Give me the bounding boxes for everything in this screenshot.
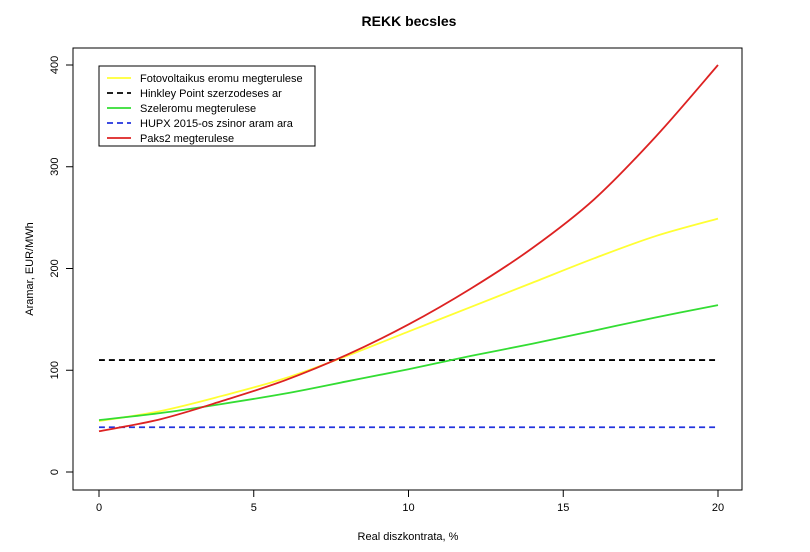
y-tick-label: 200 [49,259,61,277]
y-tick-label: 100 [49,361,61,379]
legend-box [98,65,316,147]
series-line-paks2-megterulese [98,64,719,433]
y-axis: 0 100 200 300 400 [49,56,74,475]
legend: Fotovoltaikus eromu megterulese Hinkley P… [98,65,316,147]
y-axis-label: Aramar, EUR/MWh [24,222,36,316]
x-tick-label: 15 [557,502,569,514]
x-tick-label: 20 [712,502,724,514]
x-tick-label: 10 [402,502,414,514]
legend-label: Hinkley Point szerzodeses ar [140,88,282,100]
y-tick-label: 0 [49,469,61,475]
legend-label: Paks2 megterulese [140,133,234,145]
chart-title: REKK becsles [362,13,457,29]
x-tick-label: 0 [96,502,102,514]
y-tick-label: 300 [49,158,61,176]
series-layer [98,64,719,433]
legend-label: HUPX 2015-os zsinor aram ara [140,118,294,130]
legend-label: Szeleromu megterulese [140,103,256,115]
series-line-fotovoltaikus-eromu-megterulese [98,217,719,423]
x-axis: 0 5 10 15 20 [96,489,724,514]
x-axis-label: Real diszkontrata, % [358,531,459,543]
x-tick-label: 5 [251,502,257,514]
legend-label: Fotovoltaikus eromu megterulese [140,73,303,85]
y-tick-label: 400 [49,56,61,74]
